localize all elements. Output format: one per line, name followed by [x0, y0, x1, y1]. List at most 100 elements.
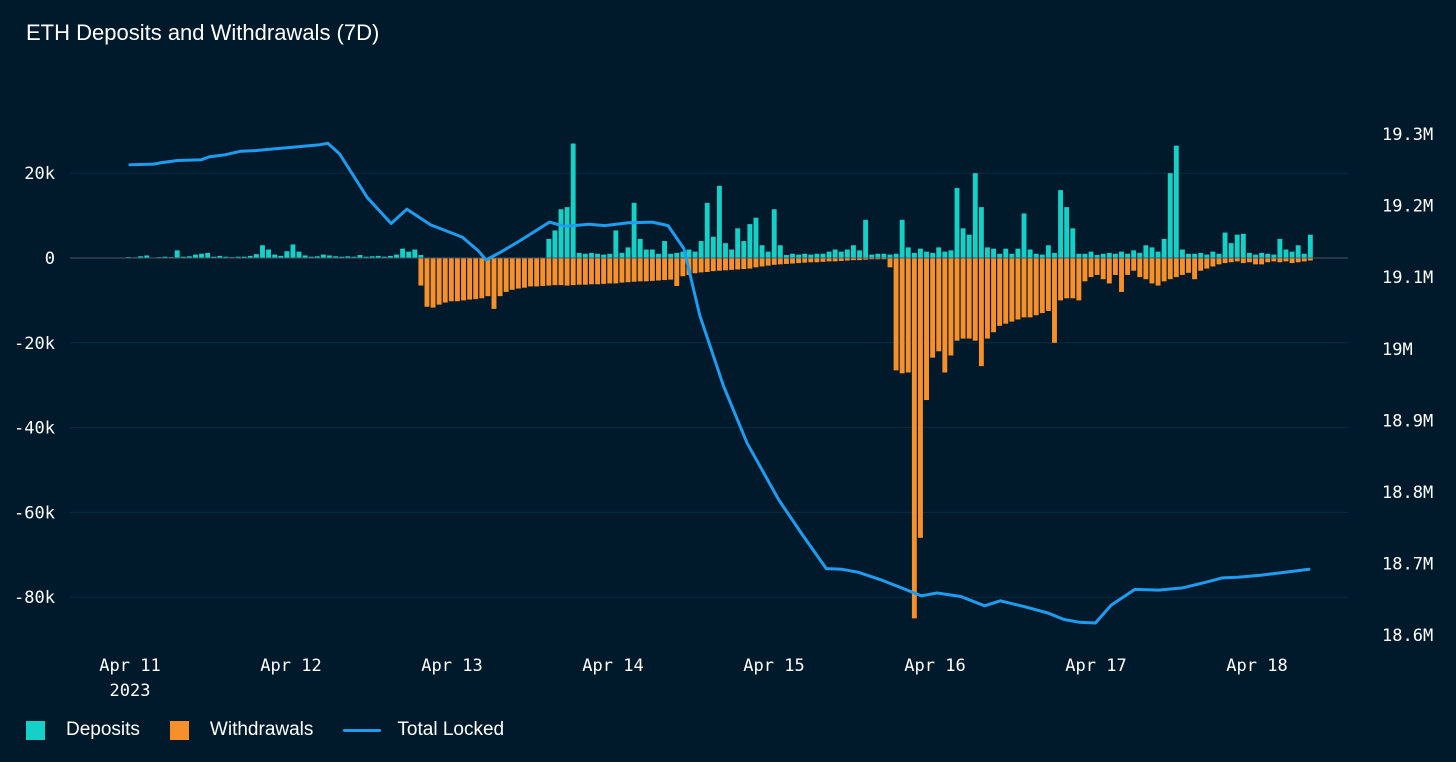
withdrawal-bar[interactable] [997, 258, 1003, 326]
deposit-bar[interactable] [607, 253, 613, 258]
withdrawal-bar[interactable] [936, 258, 942, 352]
deposit-bar[interactable] [637, 238, 643, 258]
withdrawal-bar[interactable] [1301, 258, 1307, 262]
deposit-bar[interactable] [802, 253, 808, 258]
deposit-bar[interactable] [1052, 252, 1057, 258]
deposit-bar[interactable] [985, 247, 990, 258]
deposit-bar[interactable] [1021, 213, 1027, 258]
deposit-bar[interactable] [1259, 252, 1265, 258]
deposit-bar[interactable] [686, 249, 692, 258]
deposit-bar[interactable] [960, 228, 966, 258]
deposit-bar[interactable] [564, 207, 570, 258]
deposit-bar[interactable] [412, 249, 418, 258]
deposit-bar[interactable] [1155, 251, 1161, 258]
deposit-bar[interactable] [278, 255, 284, 258]
withdrawal-bar[interactable] [991, 258, 996, 333]
deposit-bar[interactable] [783, 255, 789, 258]
deposit-bar[interactable] [918, 248, 923, 258]
withdrawal-bar[interactable] [1234, 258, 1240, 262]
withdrawal-bar[interactable] [899, 258, 905, 374]
withdrawal-bar[interactable] [1155, 258, 1161, 286]
deposit-bar[interactable] [138, 256, 144, 258]
deposit-bar[interactable] [1234, 234, 1240, 258]
withdrawal-bar[interactable] [595, 258, 600, 285]
deposit-bar[interactable] [1253, 254, 1258, 258]
withdrawal-bar[interactable] [1100, 258, 1106, 280]
deposit-bar[interactable] [174, 250, 180, 258]
withdrawal-bar[interactable] [625, 258, 631, 283]
withdrawal-bar[interactable] [875, 258, 881, 260]
withdrawal-bar[interactable] [576, 258, 582, 285]
deposit-bar[interactable] [1094, 255, 1100, 258]
deposit-bar[interactable] [1033, 253, 1039, 258]
deposit-bar[interactable] [954, 188, 960, 258]
deposit-bar[interactable] [991, 248, 996, 258]
withdrawal-bar[interactable] [887, 258, 893, 268]
deposit-bar[interactable] [253, 254, 259, 258]
withdrawal-bar[interactable] [759, 258, 765, 267]
withdrawal-bar[interactable] [704, 258, 710, 272]
total-locked-line[interactable] [128, 141, 1311, 625]
withdrawal-bar[interactable] [637, 258, 643, 282]
legend-item-deposits[interactable]: Deposits [26, 719, 140, 741]
withdrawal-bar[interactable] [1082, 258, 1088, 282]
deposit-bar[interactable] [1265, 253, 1271, 258]
deposit-bar[interactable] [924, 251, 929, 258]
withdrawal-bar[interactable] [1167, 258, 1173, 280]
withdrawal-bar[interactable] [808, 258, 814, 263]
withdrawal-bar[interactable] [564, 258, 570, 286]
deposit-bar[interactable] [363, 256, 369, 258]
deposit-bar[interactable] [552, 230, 558, 258]
deposit-bar[interactable] [217, 255, 223, 258]
deposit-bar[interactable] [1137, 252, 1143, 258]
withdrawal-bar[interactable] [1210, 258, 1216, 267]
deposit-bar[interactable] [327, 255, 332, 258]
deposit-bar[interactable] [418, 255, 424, 258]
withdrawal-bar[interactable] [680, 258, 686, 277]
withdrawal-bar[interactable] [1112, 258, 1118, 275]
withdrawal-bar[interactable] [1192, 258, 1198, 280]
withdrawal-bar[interactable] [1052, 258, 1057, 343]
withdrawal-bar[interactable] [1271, 258, 1277, 262]
withdrawal-bar[interactable] [1070, 258, 1076, 299]
withdrawal-bar[interactable] [1033, 258, 1039, 316]
deposit-bar[interactable] [582, 253, 588, 258]
deposit-bar[interactable] [558, 209, 564, 258]
withdrawal-bar[interactable] [662, 258, 668, 281]
withdrawal-bar[interactable] [924, 258, 929, 401]
deposit-bar[interactable] [1039, 254, 1045, 258]
deposit-bar[interactable] [832, 249, 838, 258]
withdrawal-bar[interactable] [418, 258, 424, 286]
withdrawal-bar[interactable] [479, 258, 485, 299]
withdrawal-bar[interactable] [1295, 258, 1301, 263]
withdrawal-bar[interactable] [631, 258, 637, 282]
withdrawal-bar[interactable] [1045, 258, 1051, 311]
deposit-bar[interactable] [1246, 252, 1252, 258]
deposit-bar[interactable] [613, 230, 619, 258]
withdrawal-bar[interactable] [436, 258, 442, 305]
withdrawal-bar[interactable] [534, 258, 540, 287]
deposit-bar[interactable] [1289, 251, 1295, 258]
deposit-bar[interactable] [857, 250, 862, 258]
withdrawal-bar[interactable] [729, 258, 735, 270]
withdrawal-bar[interactable] [735, 258, 741, 270]
deposit-bar[interactable] [1131, 250, 1137, 258]
deposit-bar[interactable] [296, 251, 302, 258]
deposit-bar[interactable] [1210, 251, 1216, 258]
deposit-bar[interactable] [741, 241, 747, 258]
deposit-bar[interactable] [1064, 207, 1070, 258]
withdrawal-bar[interactable] [467, 258, 473, 300]
withdrawal-bar[interactable] [1253, 258, 1258, 265]
withdrawal-bar[interactable] [1289, 258, 1295, 264]
deposit-bar[interactable] [1277, 238, 1283, 258]
deposit-bar[interactable] [205, 252, 211, 258]
deposit-bar[interactable] [290, 244, 296, 258]
deposit-bar[interactable] [893, 253, 899, 258]
withdrawal-bar[interactable] [960, 258, 966, 339]
withdrawal-bar[interactable] [1186, 258, 1191, 273]
deposit-bar[interactable] [1216, 253, 1222, 258]
withdrawal-bar[interactable] [1064, 258, 1070, 299]
withdrawal-bar[interactable] [424, 258, 430, 307]
deposit-bar[interactable] [863, 219, 869, 258]
withdrawal-bar[interactable] [1125, 258, 1131, 275]
